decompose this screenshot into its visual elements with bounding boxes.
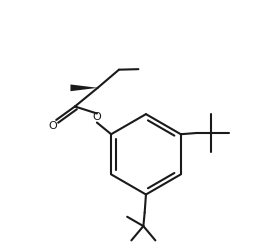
Text: O: O [48, 122, 57, 131]
Polygon shape [70, 84, 98, 91]
Text: O: O [93, 112, 101, 122]
